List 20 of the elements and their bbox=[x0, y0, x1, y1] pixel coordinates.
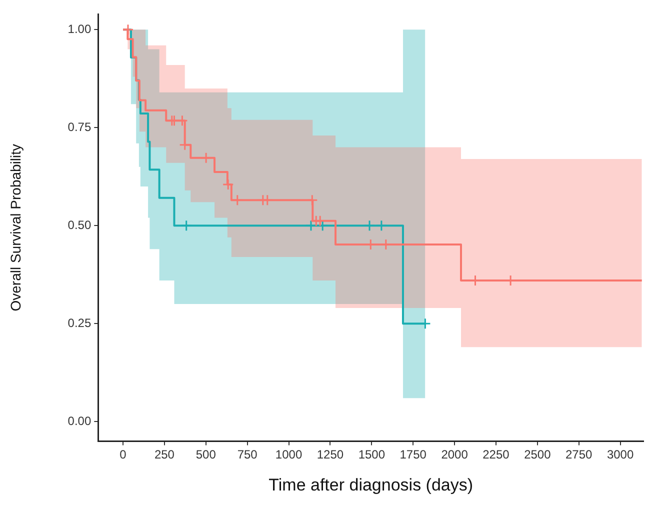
y-tick-label: 0.00 bbox=[68, 414, 92, 428]
x-tick-label: 1250 bbox=[316, 448, 344, 462]
x-tick-label: 0 bbox=[120, 448, 127, 462]
x-tick-label: 2000 bbox=[441, 448, 468, 462]
x-tick-label: 2500 bbox=[524, 448, 552, 462]
x-tick-label: 1500 bbox=[358, 448, 386, 462]
x-tick-label: 2250 bbox=[482, 448, 510, 462]
x-tick-label: 2750 bbox=[566, 448, 593, 462]
x-tick-label: 250 bbox=[154, 448, 175, 462]
x-tick-label: 1750 bbox=[400, 448, 427, 462]
y-tick-label: 0.25 bbox=[68, 316, 92, 330]
x-tick-label: 750 bbox=[237, 448, 258, 462]
x-axis-title: Time after diagnosis (days) bbox=[268, 475, 474, 494]
y-tick-label: 0.75 bbox=[68, 120, 92, 134]
x-tick-label: 1000 bbox=[275, 448, 302, 462]
x-tick-label: 500 bbox=[196, 448, 216, 462]
y-tick-label: 1.00 bbox=[68, 22, 92, 36]
x-tick-label: 3000 bbox=[606, 448, 634, 462]
y-tick-label: 0.50 bbox=[68, 218, 92, 232]
y-axis-title: Overall Survival Probability bbox=[7, 144, 24, 312]
